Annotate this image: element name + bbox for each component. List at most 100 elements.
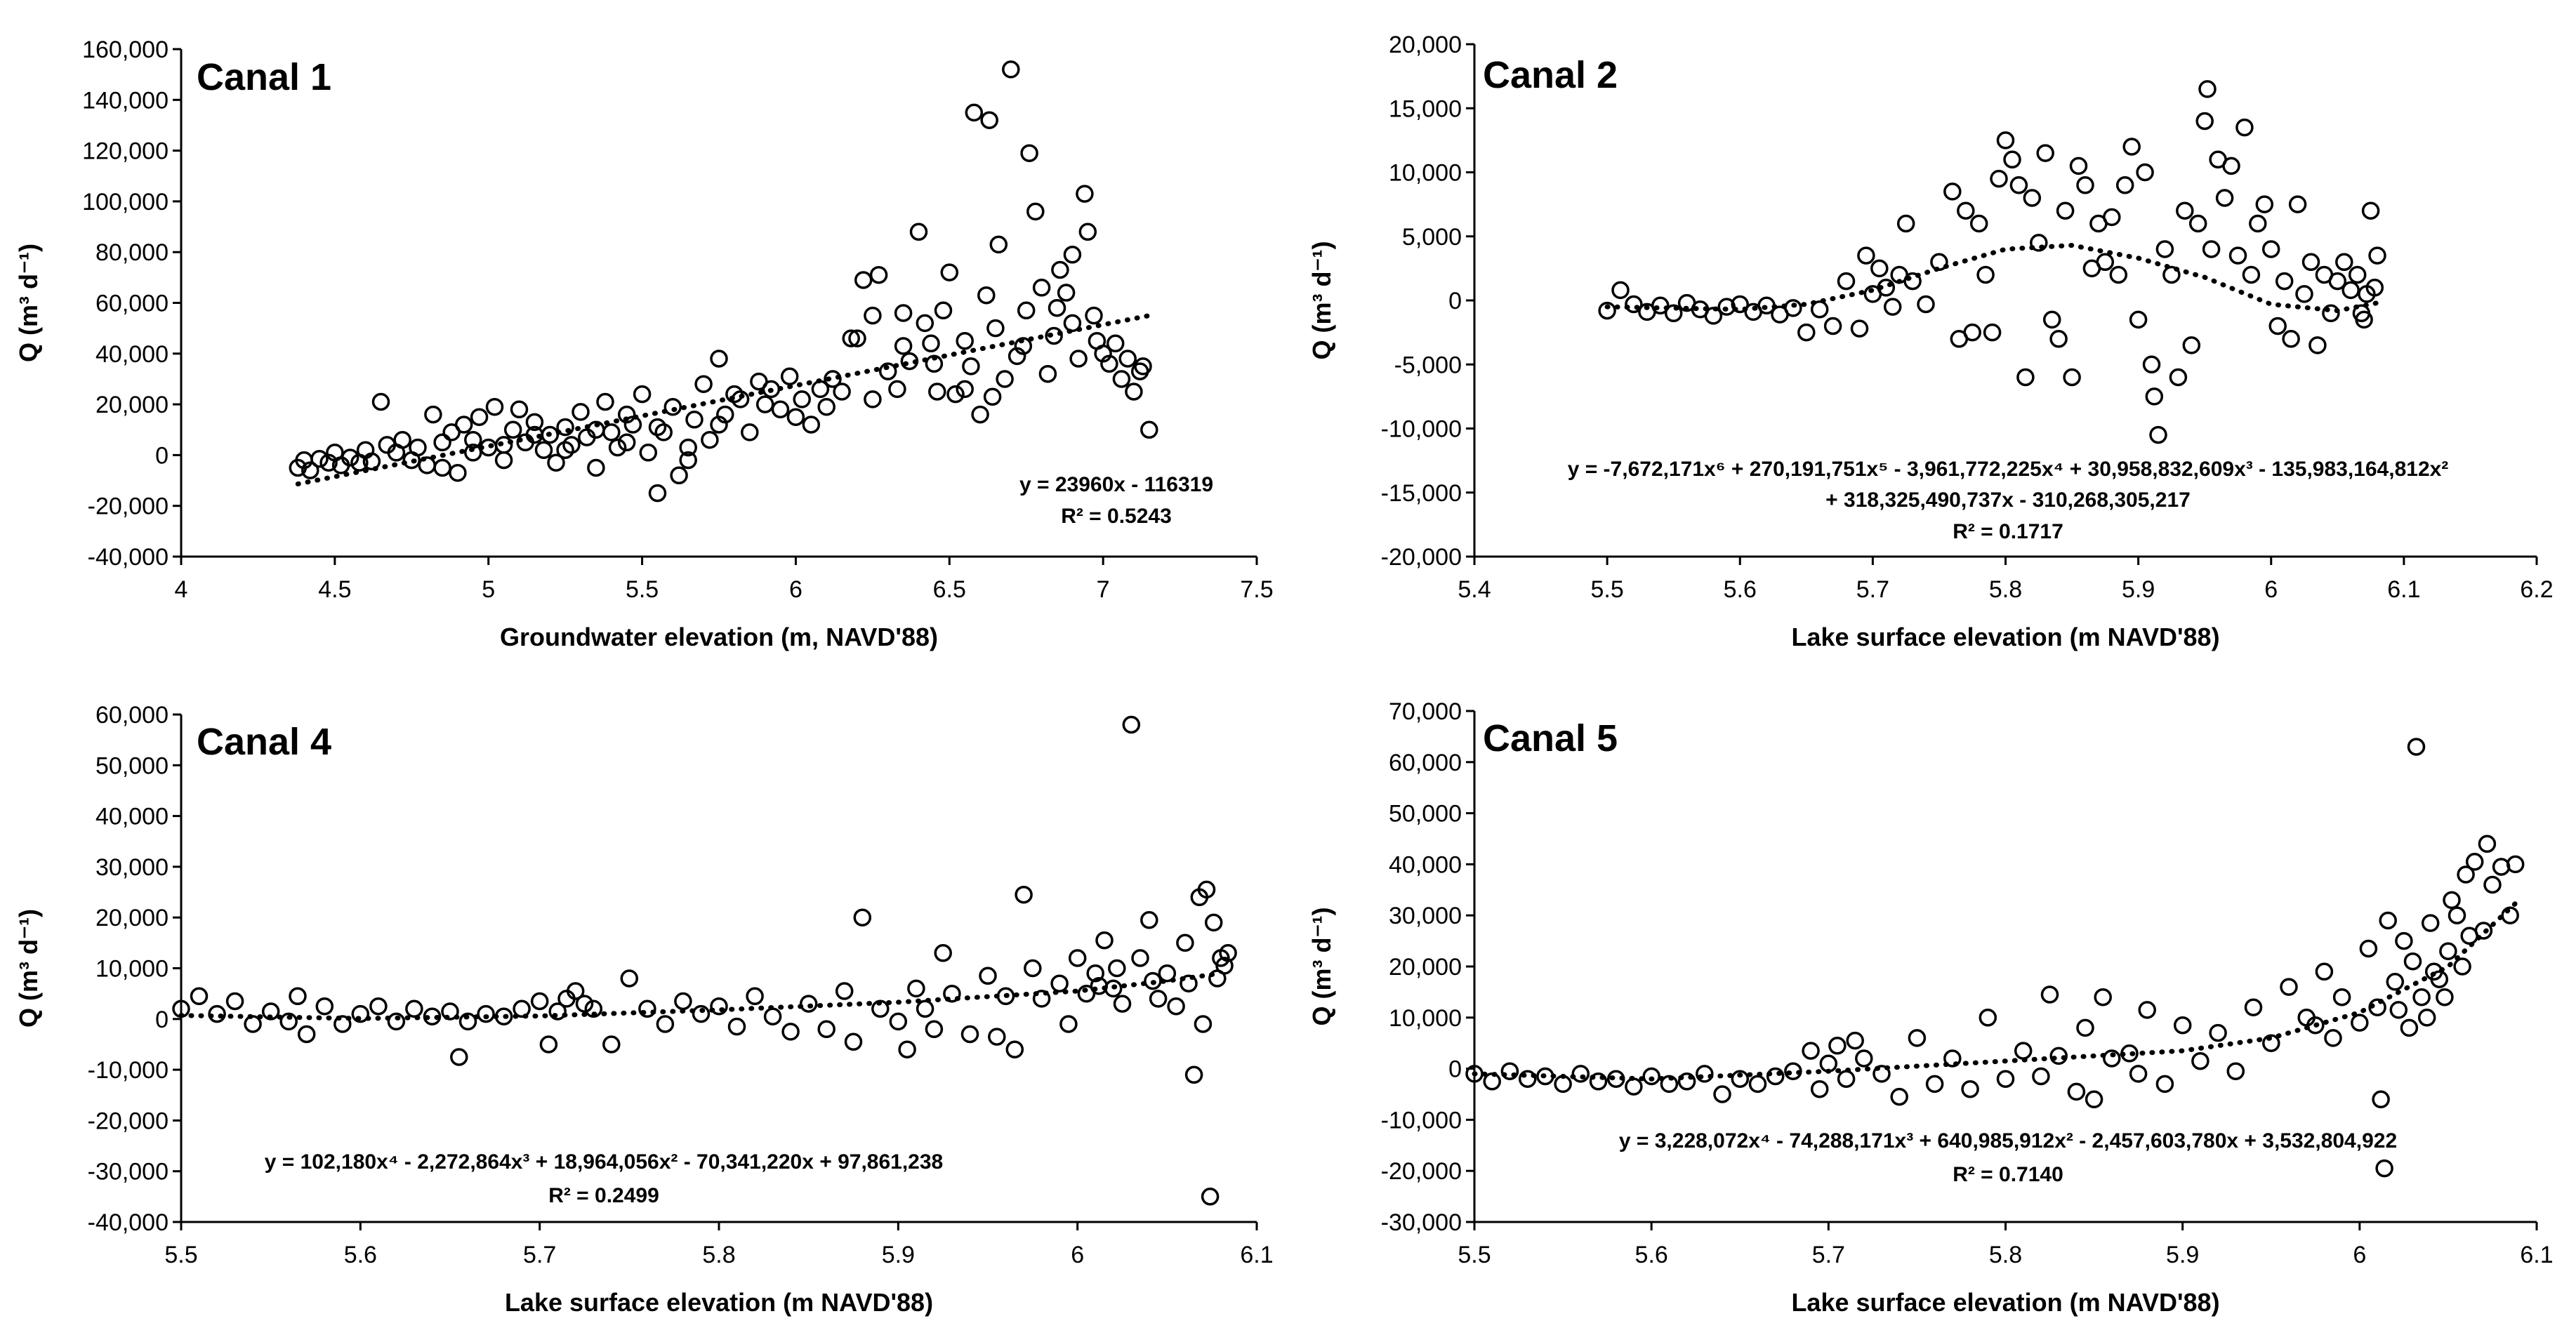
data-point xyxy=(1748,1075,1767,1094)
data-point xyxy=(965,103,984,122)
y-tick-label: 120,000 xyxy=(82,138,169,165)
data-point xyxy=(888,380,906,399)
data-point xyxy=(771,400,790,419)
data-point xyxy=(971,405,989,424)
data-point xyxy=(934,944,952,962)
data-point xyxy=(1872,1065,1891,1083)
data-point xyxy=(1969,214,1988,233)
data-point xyxy=(1144,971,1162,990)
y-tick-label: 160,000 xyxy=(82,36,169,63)
data-point xyxy=(2169,368,2188,387)
data-point xyxy=(694,375,713,393)
data-point xyxy=(2198,80,2217,98)
data-point xyxy=(755,395,774,413)
data-point xyxy=(988,1028,1006,1046)
data-point xyxy=(1219,944,1237,962)
x-tick-label: 6.1 xyxy=(1240,1242,1273,1268)
data-point xyxy=(989,235,1008,254)
y-tick-label: 5,000 xyxy=(1402,224,1462,251)
data-point xyxy=(587,458,605,477)
data-point xyxy=(781,1023,800,1041)
data-point xyxy=(1660,1075,1679,1094)
data-point xyxy=(2403,952,2422,971)
data-point xyxy=(2032,1067,2050,1086)
y-tick-label: -10,000 xyxy=(1381,1107,1462,1134)
data-point xyxy=(2176,201,2194,220)
trendline xyxy=(295,313,1152,486)
data-point xyxy=(928,383,946,401)
x-tick-label: 5.9 xyxy=(2122,576,2155,603)
data-point xyxy=(1158,964,1177,983)
data-point xyxy=(2244,998,2263,1016)
data-point xyxy=(2049,1047,2068,1065)
data-point xyxy=(710,416,728,434)
data-point xyxy=(894,337,913,355)
x-tick-label: 5.7 xyxy=(1812,1242,1845,1268)
x-tick-label: 5.9 xyxy=(882,1242,915,1268)
data-point xyxy=(1571,1065,1590,1083)
data-point xyxy=(979,966,997,985)
y-tick-label: -10,000 xyxy=(1381,416,1462,443)
data-point xyxy=(898,1040,916,1058)
data-point xyxy=(1063,246,1082,264)
data-point xyxy=(454,416,473,434)
data-point xyxy=(1038,364,1057,383)
data-point xyxy=(2358,285,2376,303)
data-point xyxy=(1017,301,1036,320)
data-point xyxy=(2372,1090,2390,1109)
data-point xyxy=(763,1007,782,1025)
equation-text: + 318,325,490,737x - 310,268,305,217 xyxy=(1825,489,2191,512)
data-point xyxy=(2506,855,2525,874)
data-point xyxy=(824,370,842,388)
chart-title: Canal 1 xyxy=(197,56,331,98)
equation-text: y = 23960x - 116319 xyxy=(1019,473,1213,496)
data-point xyxy=(2443,891,2461,910)
y-tick-label: 0 xyxy=(1448,288,1462,314)
y-tick-label: -40,000 xyxy=(88,1209,169,1236)
equation-text: y = 102,180x⁴ - 2,272,864x³ + 18,964,056… xyxy=(265,1150,943,1174)
data-point xyxy=(670,466,688,485)
y-tick-label: -10,000 xyxy=(88,1057,169,1084)
data-point xyxy=(301,461,319,479)
data-point xyxy=(1108,959,1126,978)
data-point xyxy=(2085,1090,2103,1109)
data-point xyxy=(956,380,974,399)
x-axis-label: Lake surface elevation (m NAVD'88) xyxy=(505,1288,933,1317)
data-point xyxy=(1810,1079,1829,1098)
data-point xyxy=(731,390,750,408)
data-point xyxy=(1810,300,1829,319)
data-point xyxy=(2400,1018,2419,1037)
x-tick-label: 6.1 xyxy=(2387,576,2420,603)
x-tick-label: 5.7 xyxy=(523,1242,556,1268)
data-point xyxy=(793,390,811,408)
y-tick-label: -15,000 xyxy=(1381,480,1462,507)
data-point xyxy=(1554,1075,1572,1094)
data-point xyxy=(190,987,209,1006)
data-point xyxy=(2389,1001,2408,1019)
data-point xyxy=(1766,1067,1785,1086)
x-tick-label: 6 xyxy=(1071,1242,1084,1268)
data-point xyxy=(1015,885,1033,904)
data-point xyxy=(996,987,1015,1006)
data-point xyxy=(2255,195,2274,213)
data-point xyxy=(977,286,996,305)
data-point xyxy=(464,444,482,462)
x-tick-label: 5.5 xyxy=(1590,576,1623,603)
data-point xyxy=(1077,984,1096,1003)
data-point xyxy=(1149,990,1168,1008)
x-tick-label: 5.4 xyxy=(1458,576,1491,603)
data-point xyxy=(433,433,451,452)
data-point xyxy=(1500,1062,1519,1080)
data-point xyxy=(2115,176,2134,194)
x-tick-label: 5.6 xyxy=(1635,1242,1668,1268)
data-point xyxy=(2063,368,2081,387)
data-point xyxy=(2262,1034,2280,1052)
data-point xyxy=(1032,279,1051,297)
data-point xyxy=(2306,1016,2325,1035)
data-point xyxy=(1961,1079,1979,1098)
chart-title: Canal 2 xyxy=(1483,54,1618,96)
x-tick-label: 5.9 xyxy=(2166,1242,2199,1268)
data-point xyxy=(315,997,334,1016)
data-point xyxy=(2288,195,2307,213)
data-point xyxy=(1002,60,1020,79)
